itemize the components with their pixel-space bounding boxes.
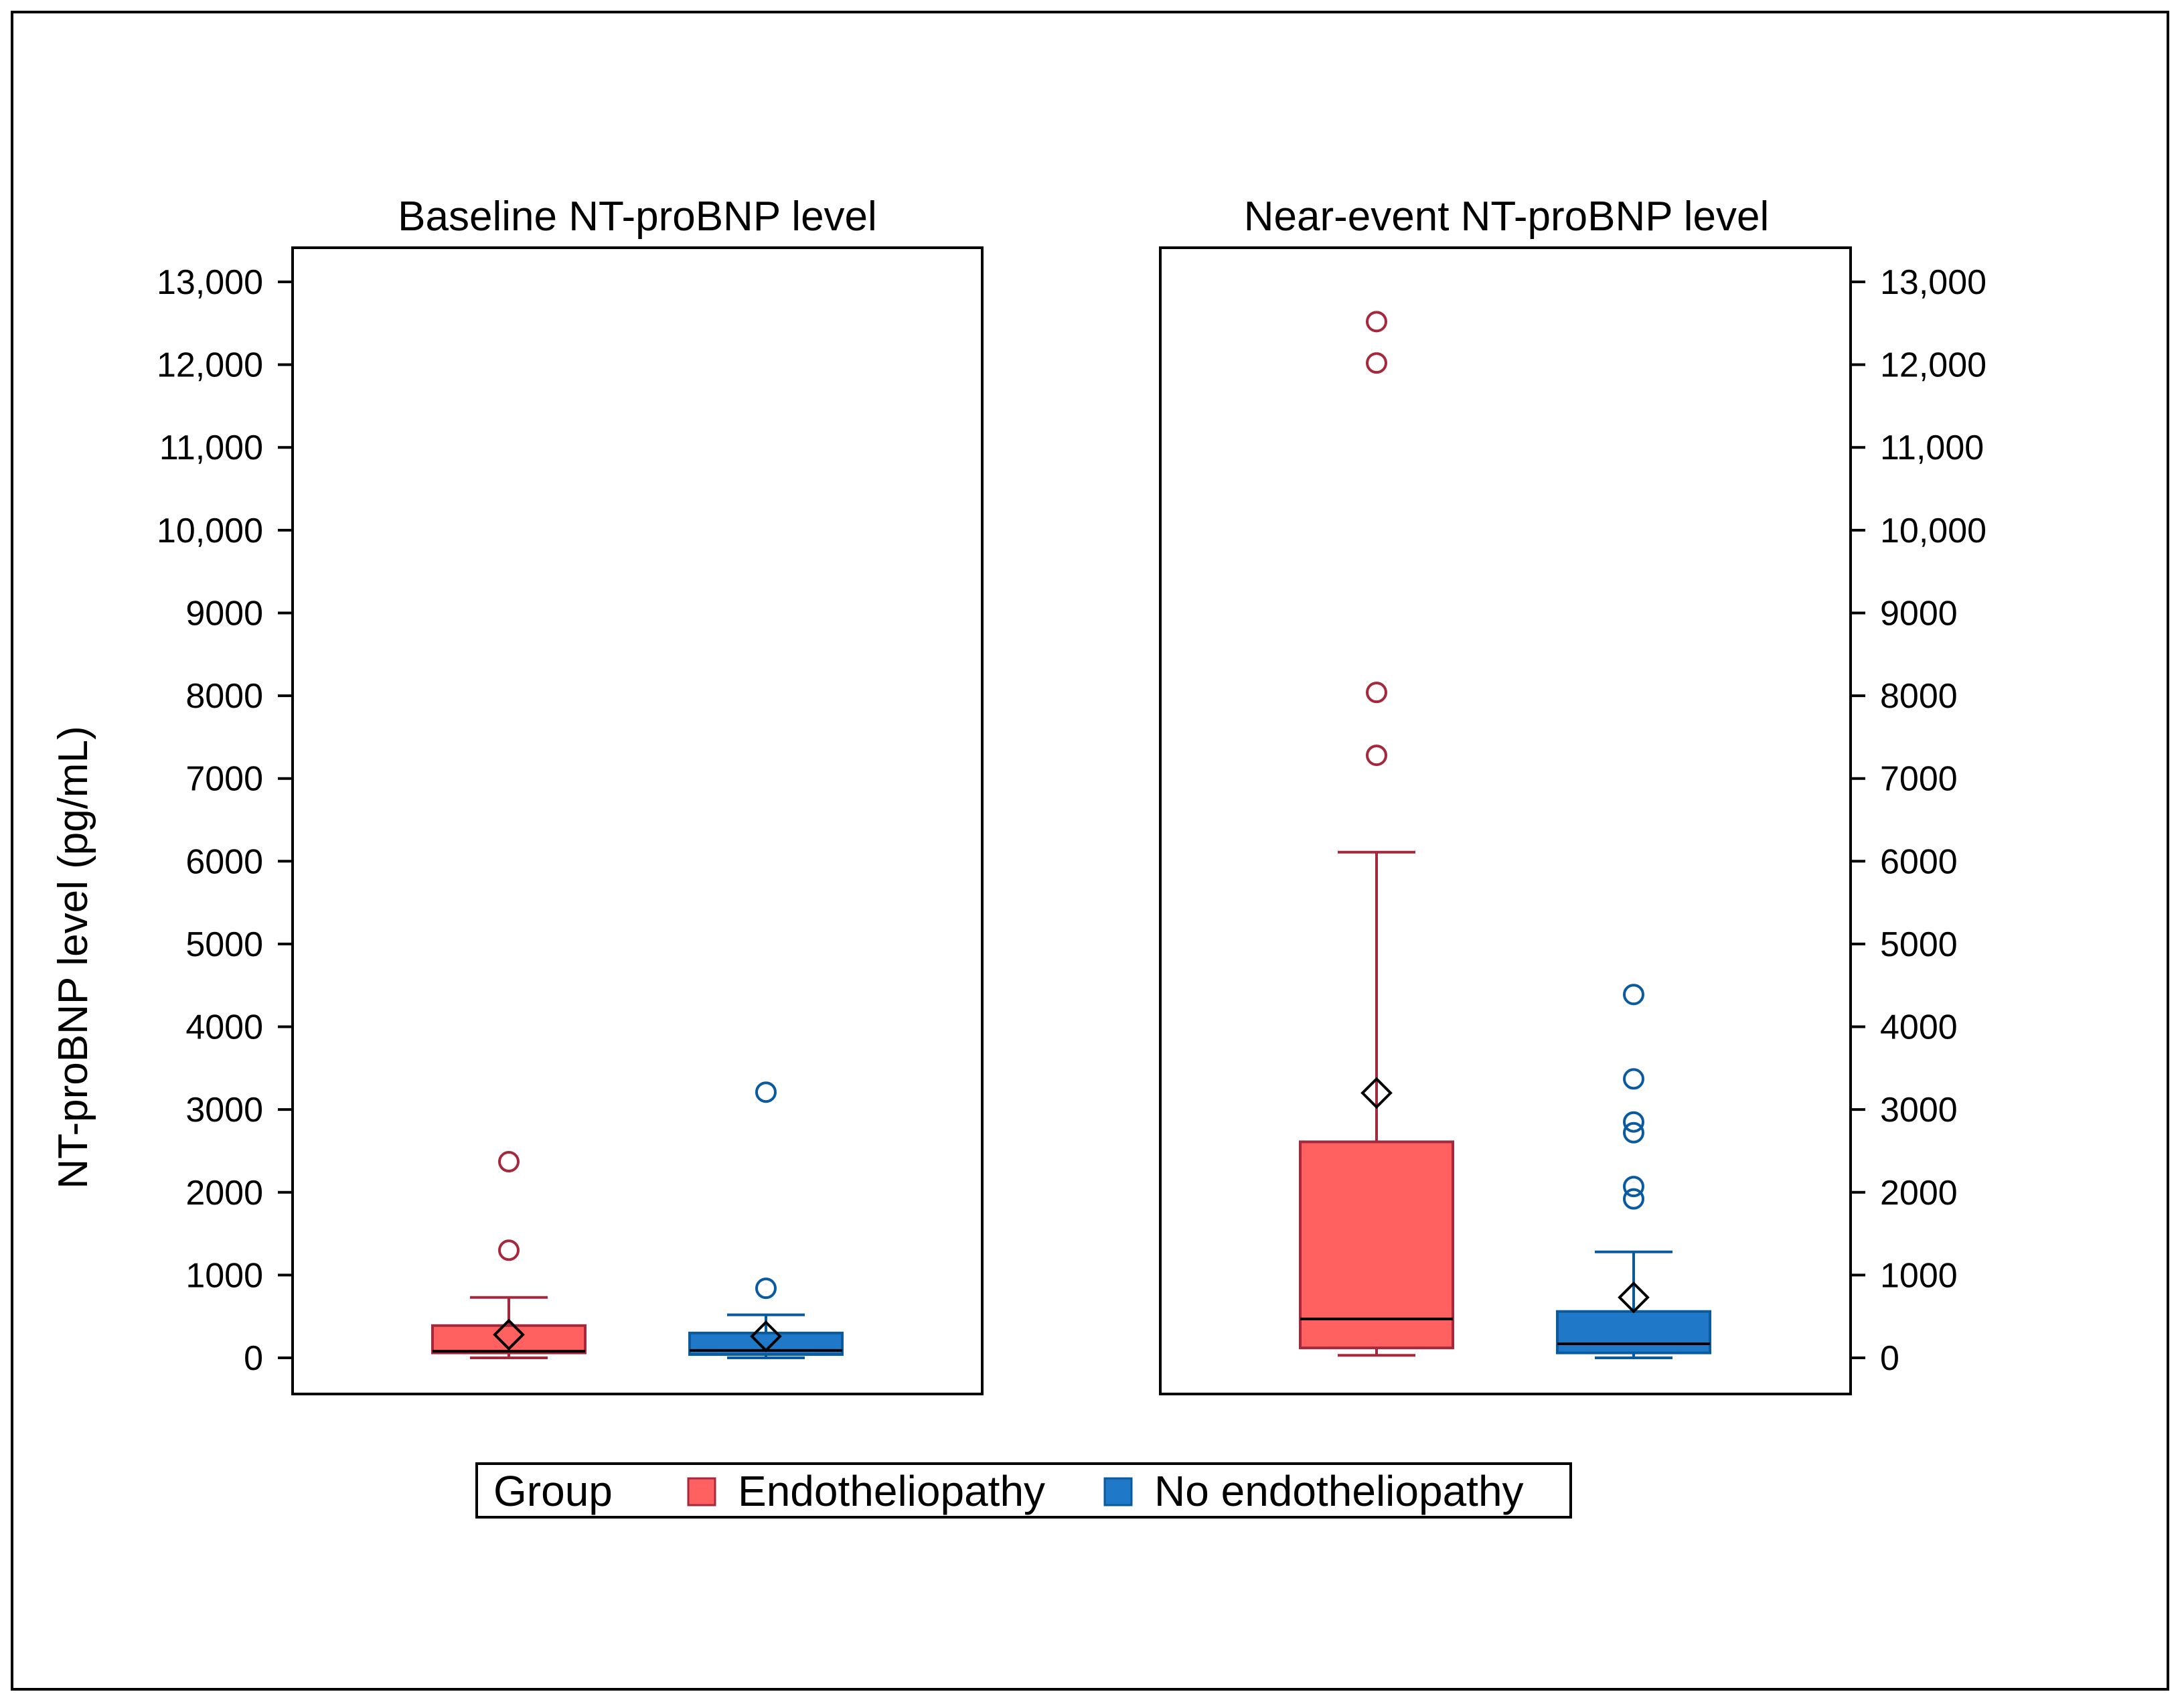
y-tick-label: 2000 [1880, 1174, 1958, 1213]
outlier-point [755, 1081, 777, 1103]
legend-frame [475, 1462, 1572, 1519]
outlier-point [755, 1277, 777, 1300]
outlier-point [1623, 1068, 1644, 1090]
y-tick-label: 0 [244, 1339, 263, 1378]
panel-title-baseline: Baseline NT-proBNP level [398, 193, 877, 240]
y-tick-label: 7000 [185, 760, 263, 799]
outlier-point [498, 1239, 520, 1261]
y-tick-label: 8000 [185, 677, 263, 716]
y-tick-label: 4000 [1880, 1008, 1958, 1047]
y-axis-title: NT-proBNP level (pg/mL) [50, 726, 96, 1188]
y-axis-left: 0 1000 2000 3000 4000 5000 6000 7000 8000 9000 10,… [157, 263, 293, 1378]
legend-label-endotheliopathy: Endotheliopathy [738, 1467, 1045, 1515]
outlier-point [1623, 1121, 1644, 1144]
outlier-point [1623, 1188, 1644, 1210]
panel-near-event: Near-event NT-proBNP level 0 1000 2000 3000… [1159, 193, 1986, 1395]
y-tick-label: 13,000 [1880, 263, 1986, 302]
box-no-endotheliopathy [688, 1081, 844, 1359]
y-tick-label: 1000 [185, 1256, 263, 1295]
y-tick-label: 10,000 [157, 512, 263, 550]
outlier-point [1366, 682, 1387, 704]
outlier-point [1366, 352, 1387, 374]
outlier-point [1623, 1176, 1644, 1198]
legend-label-no-endotheliopathy: No endotheliopathy [1154, 1467, 1524, 1515]
plot-frame-near-event [1159, 246, 1852, 1395]
outlier-point [1623, 984, 1644, 1006]
legend: Group Endotheliopathy No endotheliopathy [475, 1462, 1572, 1519]
mean-marker [1360, 1077, 1393, 1109]
y-tick-label: 3000 [185, 1091, 263, 1130]
y-tick-label: 9000 [185, 594, 263, 633]
outlier-point [1366, 311, 1387, 333]
outlier-point [1366, 745, 1387, 767]
y-tick-label: 0 [1880, 1339, 1899, 1378]
y-tick-label: 9000 [1880, 594, 1958, 633]
y-tick-label: 1000 [1880, 1256, 1958, 1295]
panel-title-near-event: Near-event NT-proBNP level [1244, 193, 1770, 240]
legend-title: Group [493, 1467, 613, 1515]
mean-marker [750, 1320, 782, 1352]
y-tick-label: 11,000 [159, 429, 263, 467]
y-tick-label: 11,000 [1880, 429, 1984, 467]
plot-frame-baseline [291, 246, 984, 1395]
boxes-baseline [431, 1081, 844, 1359]
y-tick-label: 12,000 [1880, 346, 1986, 385]
figure-frame [11, 11, 2169, 1691]
mean-marker [493, 1318, 525, 1351]
y-tick-label: 8000 [1880, 677, 1958, 716]
iqr-box [1299, 1140, 1454, 1350]
boxes-near-event [1299, 311, 1711, 1359]
y-tick-label: 5000 [185, 925, 263, 964]
panel-baseline: Baseline NT-proBNP level 0 1000 2000 3000 40… [157, 193, 984, 1395]
iqr-box [1556, 1310, 1711, 1354]
y-tick-label: 12,000 [157, 346, 263, 385]
y-tick-label: 2000 [185, 1174, 263, 1213]
y-tick-label: 3000 [1880, 1091, 1958, 1130]
legend-swatch-endotheliopathy [687, 1477, 716, 1506]
mean-marker [1618, 1281, 1650, 1314]
y-tick-label: 5000 [1880, 925, 1958, 964]
y-tick-label: 10,000 [1880, 512, 1986, 550]
outlier-point [1623, 1111, 1644, 1133]
box-endotheliopathy [431, 1151, 587, 1359]
y-tick-label: 6000 [1880, 842, 1958, 881]
box-endotheliopathy [1299, 311, 1454, 1357]
box-no-endotheliopathy [1556, 984, 1711, 1359]
y-tick-label: 13,000 [157, 263, 263, 302]
y-tick-label: 6000 [185, 842, 263, 881]
legend-swatch-no-endotheliopathy [1103, 1477, 1133, 1506]
y-tick-label: 7000 [1880, 760, 1958, 799]
y-tick-label: 4000 [185, 1008, 263, 1047]
y-axis-right: 0 1000 2000 3000 4000 5000 6000 7000 8000 9000 10,… [1851, 263, 1986, 1378]
outlier-point [498, 1151, 520, 1173]
